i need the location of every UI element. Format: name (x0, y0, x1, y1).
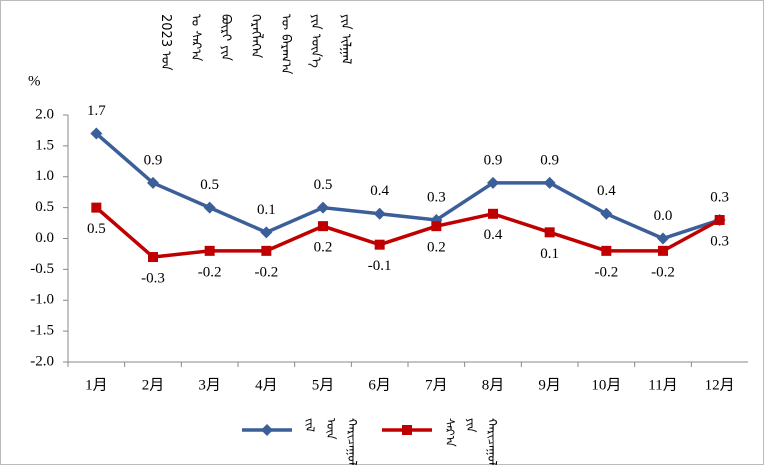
data-label: -0.1 (368, 258, 392, 274)
marker (204, 245, 215, 256)
marker (260, 226, 273, 239)
y-tick-label: -1.5 (30, 323, 54, 339)
data-label: -0.2 (254, 264, 278, 280)
series-line (95, 132, 721, 241)
data-label: 0.1 (257, 202, 276, 218)
x-tick-label: 1月 (85, 377, 108, 393)
data-label: 0.1 (540, 246, 559, 262)
marker (261, 245, 272, 256)
data-label: -0.2 (594, 264, 618, 280)
data-label: 0.3 (710, 233, 729, 249)
x-tick-label: 5月 (312, 377, 335, 393)
x-tick-label: 10月 (591, 377, 621, 393)
y-tick-label: 2.0 (35, 106, 54, 122)
marker (657, 232, 669, 245)
data-label: 0.3 (427, 189, 446, 205)
data-label: -0.2 (198, 264, 222, 280)
legend-label: ᠰᠠᠷ᠎ᠠ ᠶᠢᠨ ᠬᠠᠷᠢᠴᠠᠭᠤᠯᠠᠯᠲᠠ (443, 418, 499, 465)
x-tick-label: 11月 (648, 377, 677, 393)
marker (487, 176, 499, 189)
marker (714, 214, 725, 225)
marker (600, 207, 613, 220)
y-tick-label: -0.5 (30, 261, 54, 277)
data-label: 1.7 (87, 103, 106, 119)
data-label: 0.9 (540, 152, 559, 168)
data-label: 0.2 (427, 240, 446, 256)
marker (373, 207, 386, 220)
data-label: 0.9 (484, 152, 503, 168)
marker (544, 227, 555, 238)
legend-marker (402, 425, 412, 435)
marker (374, 239, 385, 250)
x-tick-label: 6月 (368, 377, 391, 393)
x-tick-label: 3月 (198, 377, 221, 393)
legend-marker (261, 424, 273, 436)
y-tick-label: -1.0 (30, 292, 54, 308)
x-tick-label: 2月 (142, 377, 165, 393)
marker (90, 127, 103, 140)
marker (148, 252, 158, 263)
marker (488, 208, 498, 219)
data-label: 0.3 (710, 189, 729, 205)
data-label: 0.0 (654, 208, 673, 224)
y-tick-label: -2.0 (30, 353, 54, 369)
x-tick-label: 9月 (538, 377, 561, 393)
data-label: 0.5 (200, 177, 219, 193)
data-label: -0.2 (651, 264, 675, 280)
marker (318, 221, 328, 232)
data-label: 0.4 (484, 227, 503, 243)
marker (601, 245, 612, 256)
data-label: 0.9 (144, 152, 163, 168)
y-axis-label: % (28, 73, 41, 89)
x-tick-label: 12月 (705, 377, 735, 393)
data-label: 0.5 (87, 221, 106, 237)
x-tick-label: 7月 (425, 377, 448, 393)
marker (543, 176, 556, 189)
y-tick-label: 1.0 (35, 168, 54, 184)
series-line (95, 206, 721, 259)
data-label: 0.4 (370, 183, 389, 199)
x-tick-label: 4月 (255, 377, 278, 393)
y-tick-label: 1.5 (35, 137, 54, 153)
marker (317, 201, 329, 214)
data-label: 0.2 (314, 240, 333, 256)
data-label: 0.4 (597, 183, 616, 199)
marker (658, 245, 668, 256)
y-tick-label: 0.5 (35, 199, 54, 215)
marker (203, 201, 216, 214)
marker (431, 221, 442, 232)
data-label: 0.5 (314, 177, 333, 193)
marker (91, 202, 102, 213)
x-tick-label: 8月 (482, 377, 505, 393)
chart-title: 2023 ᠣᠨ ᠤ ᠰᠠᠷ᠎ᠠ ᠪᠦᠷᠢ ᠶᠢᠨ ᠬᠡᠷᠡᠭᠯᠡᠭᠡᠨ ᠦ ᠪᠠ… (158, 14, 353, 75)
marker (147, 176, 159, 189)
y-tick-label: 0.0 (35, 230, 54, 246)
legend-label: ᠵᠢᠯ ᠦᠨ ᠬᠠᠷᠢᠴᠠᠭᠤᠯᠠᠯᠲᠠ (303, 418, 359, 465)
data-label: -0.3 (141, 270, 165, 286)
